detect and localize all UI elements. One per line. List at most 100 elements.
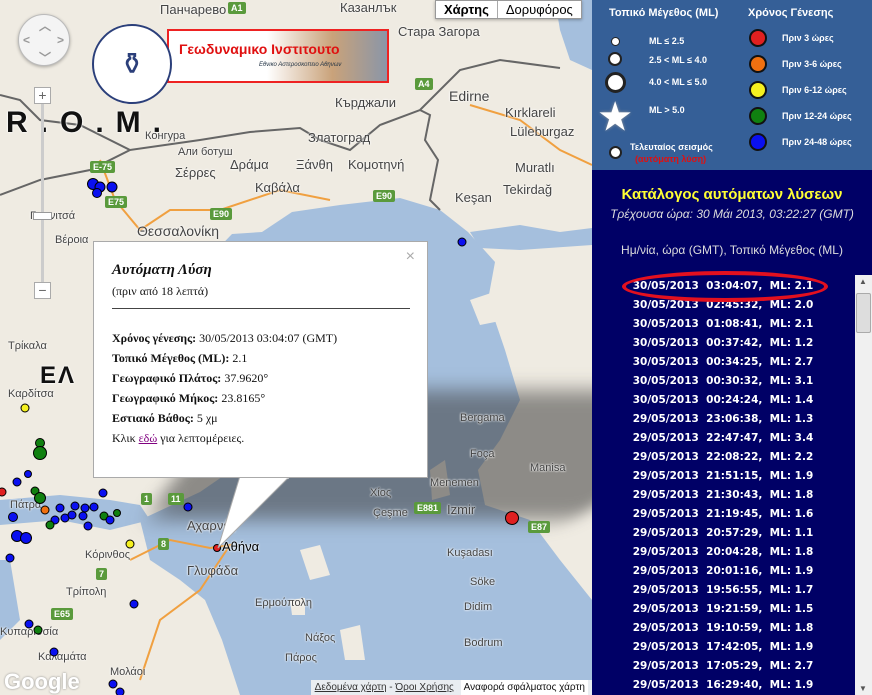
zoom-slider-handle[interactable] xyxy=(33,212,52,220)
report-error-link[interactable]: Αναφορά σφάλματος χάρτη xyxy=(460,680,588,695)
event-list-item[interactable]: 29/05/2013 19:10:59, ML: 1.8 xyxy=(632,622,814,634)
event-list-item[interactable]: 29/05/2013 22:47:47, ML: 3.4 xyxy=(632,432,814,444)
zoom-slider-track[interactable] xyxy=(41,98,44,288)
details-link[interactable]: εδώ xyxy=(138,431,158,445)
institute-logo[interactable]: Γεωδυναμικο Ινστιτουτο Εθνικο Αστεροσκοπ… xyxy=(92,24,392,104)
zoom-out-button[interactable]: − xyxy=(34,282,51,299)
map-data-link[interactable]: Δεδομένα χάρτη xyxy=(314,682,387,693)
earthquake-marker[interactable] xyxy=(8,512,18,522)
pan-down-icon[interactable]: ﹀ xyxy=(39,51,52,65)
event-list-item[interactable]: 30/05/2013 00:37:42, ML: 1.2 xyxy=(632,337,814,349)
earthquake-marker[interactable] xyxy=(92,188,102,198)
earthquake-marker[interactable] xyxy=(24,470,32,478)
earthquake-marker[interactable] xyxy=(49,647,59,657)
marmara-sea xyxy=(470,225,592,250)
event-list-item[interactable]: 29/05/2013 20:04:28, ML: 1.8 xyxy=(632,546,814,558)
map[interactable]: R.O.M. ΕΛ Пaнчарево Казанлък Стара Загор… xyxy=(0,0,592,695)
event-list-item[interactable]: 29/05/2013 17:42:05, ML: 1.9 xyxy=(632,641,814,653)
place-label: Kırklareli xyxy=(505,105,556,120)
event-list-item[interactable]: 29/05/2013 17:05:29, ML: 2.7 xyxy=(632,660,814,672)
earthquake-marker[interactable] xyxy=(125,539,135,549)
earthquake-marker[interactable] xyxy=(98,488,108,498)
earthquake-marker[interactable] xyxy=(183,502,193,512)
earthquake-marker[interactable] xyxy=(20,532,32,544)
earthquake-marker[interactable] xyxy=(40,505,50,515)
place-label: Τρίπολη xyxy=(66,586,107,598)
earthquake-marker[interactable] xyxy=(108,679,118,689)
earthquake-marker[interactable] xyxy=(457,237,467,247)
earthquake-marker[interactable] xyxy=(5,553,15,563)
event-list[interactable]: 30/05/2013 03:04:07, ML: 2.1 30/05/2013 0… xyxy=(592,277,854,695)
time-legend-title: Χρόνος Γένεσης xyxy=(748,7,834,19)
earthquake-marker[interactable] xyxy=(106,181,118,193)
event-list-item[interactable]: 29/05/2013 19:56:55, ML: 1.7 xyxy=(632,584,814,596)
country-label: R.O.M. xyxy=(6,106,173,139)
earthquake-marker[interactable] xyxy=(213,544,221,552)
earthquake-marker[interactable] xyxy=(55,503,65,513)
map-type-control[interactable]: Χάρτης Δορυφόρος xyxy=(435,0,582,19)
scroll-down-icon[interactable]: ▼ xyxy=(859,684,867,693)
earthquake-marker[interactable] xyxy=(24,619,34,629)
event-list-item[interactable]: 29/05/2013 16:29:40, ML: 1.9 xyxy=(632,679,814,691)
earthquake-marker[interactable] xyxy=(113,509,121,517)
magnitude-row: Τοπικό Μέγεθος (ML): 2.1 xyxy=(112,351,248,365)
earthquake-marker[interactable] xyxy=(105,515,115,525)
event-list-item[interactable]: 30/05/2013 00:30:32, ML: 3.1 xyxy=(632,375,814,387)
earthquake-marker[interactable] xyxy=(80,503,90,513)
pan-control[interactable]: ︿ ﹀ < > xyxy=(18,14,70,66)
legend-item: Πριν 24-48 ώρες xyxy=(782,137,852,147)
pan-up-icon[interactable]: ︿ xyxy=(39,19,52,33)
place-label: Καρδίτσα xyxy=(8,388,54,400)
event-list-item[interactable]: 29/05/2013 21:51:15, ML: 1.9 xyxy=(632,470,814,482)
place-label: Κόρινθος xyxy=(85,549,131,561)
earthquake-marker[interactable] xyxy=(70,501,80,511)
pan-right-icon[interactable]: > xyxy=(57,33,65,47)
earthquake-marker[interactable] xyxy=(12,477,22,487)
map-type-satellite-button[interactable]: Δορυφόρος xyxy=(505,2,573,17)
earthquake-marker[interactable] xyxy=(34,492,46,504)
earthquake-marker[interactable] xyxy=(50,515,60,525)
popup-time-ago: (πριν από 18 λεπτά) xyxy=(112,284,209,298)
event-list-item[interactable]: 29/05/2013 20:01:16, ML: 1.9 xyxy=(632,565,814,577)
event-list-item[interactable]: 29/05/2013 20:57:29, ML: 1.1 xyxy=(632,527,814,539)
event-list-item[interactable]: 29/05/2013 21:19:45, ML: 1.6 xyxy=(632,508,814,520)
map-type-map-button[interactable]: Χάρτης xyxy=(436,1,498,18)
earthquake-marker[interactable] xyxy=(505,511,519,525)
event-list-item[interactable]: 30/05/2013 00:24:24, ML: 1.4 xyxy=(632,394,814,406)
place-label: Χίος xyxy=(370,487,392,499)
road-shield: A1 xyxy=(228,2,246,14)
earthquake-marker[interactable] xyxy=(129,599,139,609)
earthquake-marker[interactable] xyxy=(20,403,30,413)
event-list-item[interactable]: 29/05/2013 23:06:38, ML: 1.3 xyxy=(632,413,814,425)
earthquake-marker[interactable] xyxy=(0,487,7,497)
event-list-item[interactable]: 29/05/2013 19:21:59, ML: 1.5 xyxy=(632,603,814,615)
event-list-item[interactable]: 30/05/2013 01:08:41, ML: 2.1 xyxy=(632,318,814,330)
earthquake-marker[interactable] xyxy=(33,446,47,460)
place-label: Lüleburgaz xyxy=(510,124,575,139)
legend-item: ML ≤ 2.5 xyxy=(649,36,685,46)
pan-left-icon[interactable]: < xyxy=(23,33,31,47)
event-list-item[interactable]: 30/05/2013 02:45:32, ML: 2.0 xyxy=(632,299,814,311)
scroll-up-icon[interactable]: ▲ xyxy=(859,277,867,286)
list-scrollbar[interactable]: ▲ ▼ xyxy=(855,275,872,695)
zoom-in-button[interactable]: + xyxy=(34,87,51,104)
island-lesvos xyxy=(470,290,505,325)
earthquake-marker[interactable] xyxy=(67,510,77,520)
close-icon[interactable]: × xyxy=(405,248,415,265)
earthquake-marker[interactable] xyxy=(83,521,93,531)
scrollbar-thumb[interactable] xyxy=(856,293,871,333)
earthquake-marker[interactable] xyxy=(89,502,99,512)
earthquake-marker[interactable] xyxy=(115,687,125,695)
island-syros xyxy=(290,598,305,615)
terms-link[interactable]: Όροι Χρήσης xyxy=(395,682,454,693)
place-label: Τρίκαλα xyxy=(8,340,47,352)
event-list-item[interactable]: 29/05/2013 22:08:22, ML: 2.2 xyxy=(632,451,814,463)
event-list-item[interactable]: 30/05/2013 00:34:25, ML: 2.7 xyxy=(632,356,814,368)
popup-divider xyxy=(112,308,410,309)
earthquake-marker[interactable] xyxy=(45,520,55,530)
place-label: Edirne xyxy=(449,88,490,104)
event-list-item[interactable]: 29/05/2013 21:30:43, ML: 1.8 xyxy=(632,489,814,501)
earthquake-marker[interactable] xyxy=(78,511,88,521)
place-label: Ξάνθη xyxy=(296,157,333,172)
earthquake-marker[interactable] xyxy=(33,625,43,635)
